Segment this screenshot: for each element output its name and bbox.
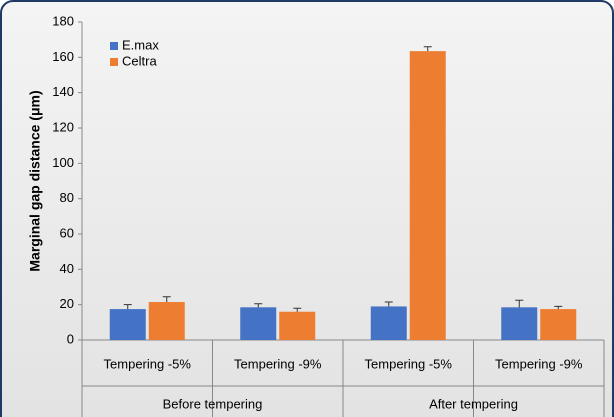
x-tick-label: Tempering -9%	[234, 356, 322, 371]
group-label: After tempering	[429, 396, 518, 411]
bar	[501, 307, 538, 340]
y-tick-label: 0	[67, 331, 74, 346]
legend-swatch	[110, 58, 118, 66]
x-tick-label: Tempering -5%	[365, 356, 453, 371]
error-bar	[293, 307, 302, 312]
error-bar	[515, 299, 524, 308]
bar	[109, 309, 146, 340]
bar	[370, 306, 407, 340]
y-tick-label: 100	[52, 155, 74, 170]
bar	[148, 302, 185, 340]
y-tick-label: 120	[52, 119, 74, 134]
y-tick-label: 180	[52, 13, 74, 28]
y-tick-label: 140	[52, 84, 74, 99]
legend-label: Celtra	[122, 53, 157, 68]
legend-label: E.max	[122, 37, 159, 52]
y-tick-label: 40	[60, 261, 74, 276]
error-bar	[254, 303, 263, 308]
group-label: Before tempering	[163, 396, 263, 411]
y-tick-label: 160	[52, 49, 74, 64]
bar	[279, 311, 316, 340]
error-bar	[123, 304, 132, 310]
x-tick-label: Tempering -9%	[495, 356, 583, 371]
error-bar	[423, 46, 432, 52]
error-bar	[554, 305, 563, 310]
y-tick-label: 60	[60, 225, 74, 240]
error-bar	[162, 296, 171, 303]
legend-swatch	[110, 42, 118, 50]
y-axis-label: Marginal gap distance (μm)	[27, 90, 43, 271]
bar	[540, 309, 577, 340]
bar	[240, 307, 277, 340]
bar	[409, 51, 446, 341]
y-tick-label: 80	[60, 190, 74, 205]
y-tick-label: 20	[60, 296, 74, 311]
x-tick-label: Tempering -5%	[104, 356, 192, 371]
error-bar	[384, 301, 393, 307]
